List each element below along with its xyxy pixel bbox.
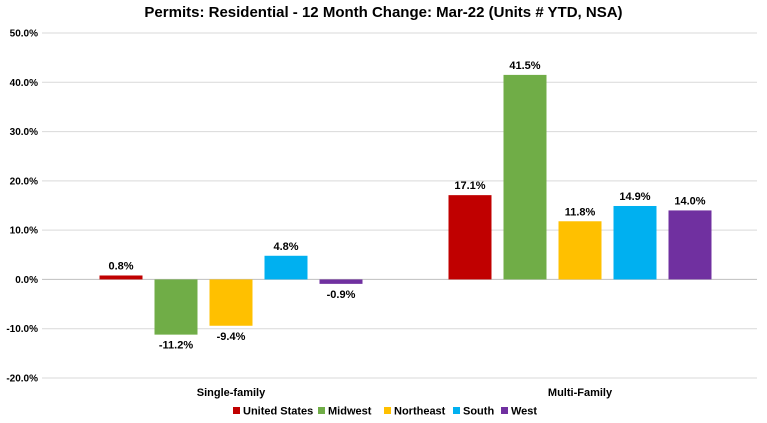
data-label: 14.9% xyxy=(619,191,650,203)
category-label: Multi-Family xyxy=(548,387,613,399)
data-label: 0.8% xyxy=(108,260,133,272)
category-label: Single-family xyxy=(197,387,266,399)
bar-united-states xyxy=(99,275,143,280)
legend-swatch xyxy=(453,407,460,414)
bar-south xyxy=(264,255,308,280)
bar-northeast xyxy=(209,279,253,326)
y-tick-label: 30.0% xyxy=(10,127,38,138)
data-label: 17.1% xyxy=(454,180,485,192)
legend-swatch xyxy=(501,407,508,414)
legend-label: South xyxy=(463,406,494,418)
data-label: 41.5% xyxy=(509,60,540,72)
y-tick-label: 20.0% xyxy=(10,176,38,187)
y-tick-label: 10.0% xyxy=(10,226,38,237)
legend-label: Northeast xyxy=(394,406,446,418)
data-label: 11.8% xyxy=(565,206,596,218)
data-label: -9.4% xyxy=(217,331,246,343)
y-tick-label: 50.0% xyxy=(10,29,38,40)
legend-label: United States xyxy=(243,406,313,418)
legend-label: Midwest xyxy=(328,406,372,418)
data-label: 4.8% xyxy=(273,241,298,253)
bar-midwest xyxy=(503,74,547,280)
y-tick-label: 0.0% xyxy=(15,275,38,286)
bar-northeast xyxy=(558,221,602,280)
chart-title: Permits: Residential - 12 Month Change: … xyxy=(144,4,623,21)
y-tick-label: -20.0% xyxy=(6,374,38,385)
data-label: -0.9% xyxy=(327,289,356,301)
legend-swatch xyxy=(384,407,391,414)
data-label: 14.0% xyxy=(674,195,705,207)
data-label: -11.2% xyxy=(159,340,193,352)
y-tick-label: 40.0% xyxy=(10,78,38,89)
bar-midwest xyxy=(154,279,198,335)
bar-south xyxy=(613,205,657,280)
legend-swatch xyxy=(233,407,240,414)
bar-united-states xyxy=(448,195,492,280)
bar-west xyxy=(668,210,712,280)
bar-west xyxy=(319,279,363,284)
y-tick-label: -10.0% xyxy=(6,324,38,335)
legend-label: West xyxy=(511,406,537,418)
legend-swatch xyxy=(318,407,325,414)
